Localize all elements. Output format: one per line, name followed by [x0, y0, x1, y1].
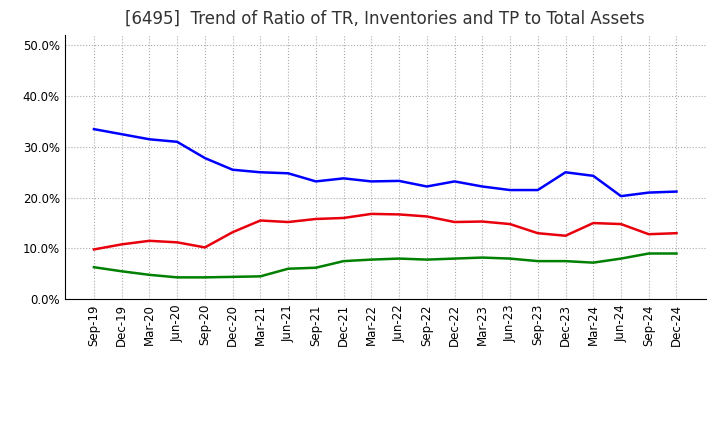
Title: [6495]  Trend of Ratio of TR, Inventories and TP to Total Assets: [6495] Trend of Ratio of TR, Inventories…: [125, 10, 645, 28]
Trade Payables: [505, 256, 514, 261]
Trade Receivables: [201, 245, 210, 250]
Inventories: [505, 187, 514, 193]
Inventories: [89, 126, 98, 132]
Inventories: [616, 194, 625, 199]
Inventories: [672, 189, 681, 194]
Trade Receivables: [228, 230, 237, 235]
Trade Payables: [395, 256, 403, 261]
Trade Payables: [201, 275, 210, 280]
Trade Payables: [450, 256, 459, 261]
Inventories: [561, 170, 570, 175]
Trade Receivables: [450, 220, 459, 225]
Inventories: [201, 155, 210, 161]
Trade Receivables: [145, 238, 154, 243]
Trade Payables: [672, 251, 681, 256]
Trade Payables: [284, 266, 292, 271]
Trade Receivables: [89, 247, 98, 252]
Trade Payables: [589, 260, 598, 265]
Inventories: [228, 167, 237, 172]
Trade Receivables: [478, 219, 487, 224]
Trade Payables: [644, 251, 653, 256]
Inventories: [145, 137, 154, 142]
Trade Receivables: [561, 233, 570, 238]
Trade Receivables: [256, 218, 265, 223]
Inventories: [534, 187, 542, 193]
Trade Receivables: [284, 220, 292, 225]
Trade Payables: [478, 255, 487, 260]
Trade Payables: [117, 269, 126, 274]
Trade Payables: [173, 275, 181, 280]
Inventories: [450, 179, 459, 184]
Trade Payables: [616, 256, 625, 261]
Trade Payables: [423, 257, 431, 262]
Trade Payables: [367, 257, 376, 262]
Line: Inventories: Inventories: [94, 129, 677, 196]
Inventories: [478, 184, 487, 189]
Trade Receivables: [505, 221, 514, 227]
Inventories: [395, 178, 403, 183]
Inventories: [256, 170, 265, 175]
Inventories: [339, 176, 348, 181]
Trade Receivables: [534, 231, 542, 236]
Trade Receivables: [395, 212, 403, 217]
Trade Receivables: [339, 215, 348, 220]
Trade Receivables: [312, 216, 320, 222]
Inventories: [312, 179, 320, 184]
Trade Payables: [534, 258, 542, 264]
Trade Payables: [312, 265, 320, 270]
Inventories: [644, 190, 653, 195]
Trade Payables: [339, 258, 348, 264]
Trade Payables: [89, 264, 98, 270]
Trade Receivables: [423, 214, 431, 219]
Trade Payables: [561, 258, 570, 264]
Trade Receivables: [589, 220, 598, 226]
Inventories: [423, 184, 431, 189]
Trade Receivables: [173, 240, 181, 245]
Trade Receivables: [117, 242, 126, 247]
Trade Payables: [228, 274, 237, 279]
Trade Payables: [145, 272, 154, 278]
Inventories: [173, 139, 181, 144]
Trade Receivables: [367, 211, 376, 216]
Line: Trade Receivables: Trade Receivables: [94, 214, 677, 249]
Trade Receivables: [616, 221, 625, 227]
Inventories: [117, 132, 126, 137]
Trade Receivables: [672, 231, 681, 236]
Inventories: [284, 171, 292, 176]
Trade Payables: [256, 274, 265, 279]
Inventories: [367, 179, 376, 184]
Line: Trade Payables: Trade Payables: [94, 253, 677, 277]
Trade Receivables: [644, 231, 653, 237]
Inventories: [589, 173, 598, 179]
